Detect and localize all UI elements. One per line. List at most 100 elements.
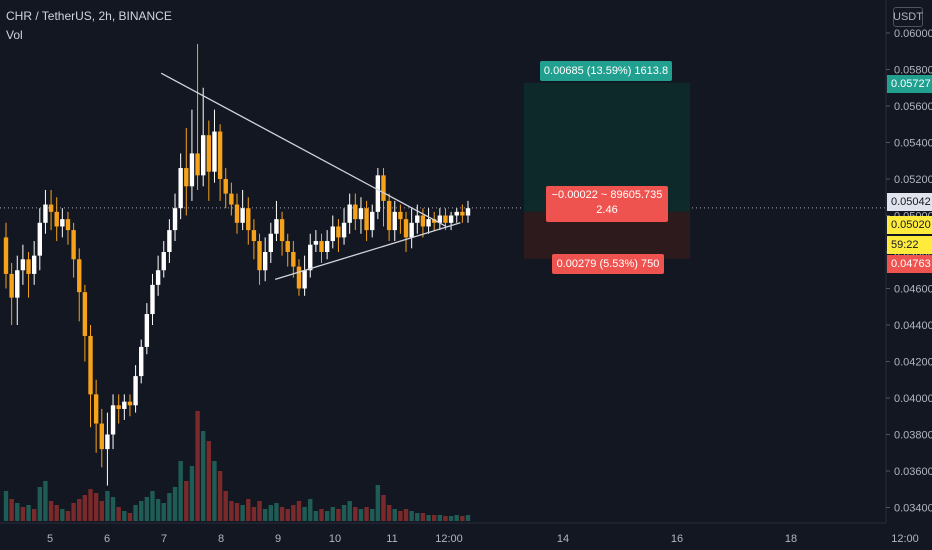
price-tick-label: 0.03800 (894, 430, 932, 442)
volume-bar (279, 507, 285, 521)
candle-body (431, 219, 437, 223)
candle-body (122, 401, 127, 409)
volume-bar (240, 505, 245, 521)
volume-bar (251, 507, 257, 521)
time-tick-label: 14 (557, 533, 569, 545)
candle-body (336, 226, 341, 238)
volume-bar (184, 481, 189, 521)
candle-body (234, 204, 240, 223)
volume-bar (26, 505, 31, 521)
candle-body (99, 423, 104, 450)
volume-bar (353, 507, 358, 521)
price-tick-label: 0.03600 (894, 466, 932, 478)
candle-body (465, 208, 471, 216)
volume-bar (324, 511, 330, 521)
volume-bar (20, 507, 26, 521)
volume-bar (370, 509, 375, 521)
candle-body (200, 135, 206, 176)
volume-bar (234, 503, 240, 521)
candle-body (398, 211, 403, 220)
volume-bar (43, 481, 48, 521)
volume-bar (330, 507, 335, 521)
candle-body (279, 219, 285, 242)
entry-price-tag: 0.05020 (887, 216, 932, 234)
candle-body (65, 219, 71, 231)
trendline-upper (160, 72, 447, 228)
candle-body (206, 135, 212, 172)
volume-bar (246, 499, 251, 521)
currency-button[interactable]: USDT (893, 7, 923, 27)
volume-bar (178, 461, 183, 521)
candle-body (71, 230, 76, 260)
candle-body (110, 405, 116, 435)
volume-bar (150, 491, 155, 521)
candle-body (150, 284, 155, 315)
volume-bar (116, 507, 121, 521)
candle-body (330, 226, 335, 242)
position-center-label: −0.00022 ~ 89605.735 2.46 (546, 186, 668, 222)
volume-bar (296, 501, 302, 521)
volume-bar (274, 503, 279, 521)
volume-bar (217, 471, 223, 521)
volume-bar (302, 507, 307, 521)
price-tick-label: 0.04400 (894, 320, 932, 332)
candle-body (144, 314, 150, 347)
candle-body (184, 168, 189, 187)
volume-bar (347, 501, 352, 521)
volume-legend[interactable]: Vol (6, 28, 23, 42)
time-tick-label: 12:00 (435, 533, 463, 545)
volume-bar (54, 505, 59, 521)
volume-bar (122, 511, 127, 521)
volume-bar (443, 516, 448, 521)
volume-bar (426, 515, 431, 521)
candle-body (9, 273, 14, 298)
candle-body (296, 266, 302, 289)
candle-body (116, 405, 121, 409)
candle-body (229, 193, 234, 205)
candle-body (105, 434, 110, 450)
volume-bar (133, 505, 138, 521)
volume-bar (48, 501, 54, 521)
candle-body (77, 259, 82, 293)
volume-bar (358, 509, 364, 521)
candle-body (353, 204, 358, 220)
candle-body (268, 233, 274, 252)
volume-bar (3, 491, 9, 521)
price-tick-label: 0.05200 (894, 174, 932, 186)
volume-bar (454, 515, 459, 521)
time-tick-label: 18 (785, 533, 797, 545)
candle-body (285, 241, 290, 252)
volume-bar (110, 497, 116, 521)
candle-body (364, 208, 369, 231)
volume-bar (105, 491, 110, 521)
volume-bar (9, 499, 14, 521)
candle-body (375, 175, 381, 212)
candle-body (409, 222, 414, 238)
volume-bar (465, 515, 471, 521)
time-tick-label: 7 (161, 533, 167, 545)
time-tick-label: 5 (47, 533, 53, 545)
price-tick-label: 0.05600 (894, 101, 932, 113)
candle-body (251, 230, 257, 242)
volume-bar (268, 505, 274, 521)
volume-bar (257, 501, 262, 521)
price-tick-label: 0.05800 (894, 65, 932, 77)
symbol-title[interactable]: CHR / TetherUS, 2h, BINANCE (6, 9, 172, 23)
volume-bar (127, 513, 133, 521)
candle-body (43, 204, 48, 223)
volume-bar (189, 466, 195, 521)
candle-body (358, 208, 364, 220)
volume-bar (31, 509, 37, 521)
candle-body (319, 241, 324, 252)
position-center-label-line1: −0.00022 ~ 89605.735 (551, 189, 663, 201)
candle-body (386, 200, 392, 231)
volume-bar (392, 509, 397, 521)
candle-body (420, 215, 426, 227)
price-tick-label: 0.05400 (894, 138, 932, 150)
volume-bar (431, 515, 437, 521)
target-price-tag: 0.05727 (887, 75, 932, 93)
volume-bar (420, 513, 426, 521)
candle-body (302, 270, 307, 289)
volume-bar (200, 431, 206, 521)
